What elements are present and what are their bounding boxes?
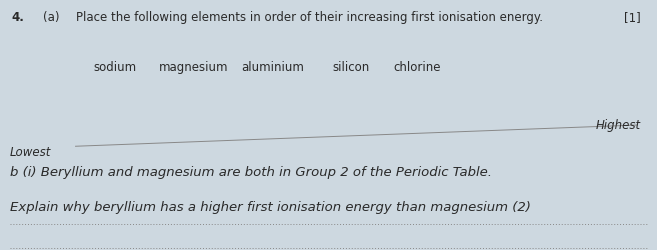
Text: Highest: Highest bbox=[595, 119, 641, 132]
Text: Lowest: Lowest bbox=[10, 146, 51, 159]
Text: Explain why beryllium has a higher first ionisation energy than magnesium (2): Explain why beryllium has a higher first… bbox=[10, 201, 531, 214]
Text: b (i) Beryllium and magnesium are both in Group 2 of the Periodic Table.: b (i) Beryllium and magnesium are both i… bbox=[10, 166, 492, 179]
Text: sodium: sodium bbox=[93, 61, 137, 74]
Text: 4.: 4. bbox=[12, 11, 25, 24]
Text: silicon: silicon bbox=[333, 61, 370, 74]
Text: (a): (a) bbox=[43, 11, 59, 24]
Text: [1]: [1] bbox=[624, 11, 641, 24]
Text: Place the following elements in order of their increasing first ionisation energ: Place the following elements in order of… bbox=[76, 11, 543, 24]
Text: aluminium: aluminium bbox=[241, 61, 304, 74]
Text: magnesium: magnesium bbox=[159, 61, 229, 74]
Text: chlorine: chlorine bbox=[394, 61, 441, 74]
